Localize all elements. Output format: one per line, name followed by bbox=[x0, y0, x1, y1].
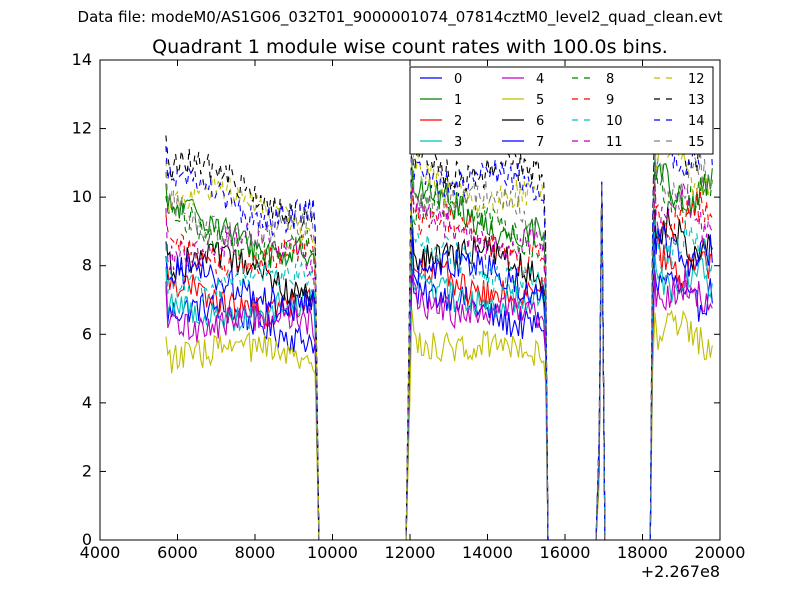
series-line-6 bbox=[165, 181, 713, 541]
legend-label: 7 bbox=[536, 135, 544, 150]
y-tick-label: 12 bbox=[72, 119, 92, 138]
y-tick-label: 4 bbox=[82, 393, 92, 412]
legend-label: 0 bbox=[454, 72, 462, 87]
plot-area bbox=[165, 100, 713, 541]
series-line-12 bbox=[165, 126, 713, 541]
legend-label: 11 bbox=[606, 135, 623, 150]
legend-label: 14 bbox=[688, 114, 705, 129]
legend-label: 13 bbox=[688, 93, 705, 108]
y-tick-label: 2 bbox=[82, 461, 92, 480]
legend-label: 9 bbox=[606, 93, 614, 108]
x-tick-label: 18000 bbox=[617, 543, 668, 562]
data-file-suptitle: Data file: modeM0/AS1G06_032T01_90000010… bbox=[77, 8, 723, 26]
legend-label: 8 bbox=[606, 72, 614, 87]
y-tick-label: 14 bbox=[72, 50, 92, 69]
x-tick-label: 6000 bbox=[157, 543, 198, 562]
x-tick-label: 12000 bbox=[385, 543, 436, 562]
series-line-7 bbox=[165, 181, 713, 541]
legend-label: 4 bbox=[536, 72, 544, 87]
series-line-1 bbox=[165, 159, 713, 541]
legend-label: 10 bbox=[606, 114, 623, 129]
series-line-2 bbox=[165, 182, 713, 541]
x-tick-label: 10000 bbox=[307, 543, 358, 562]
series-line-5 bbox=[165, 181, 713, 541]
x-tick-label: 16000 bbox=[540, 543, 591, 562]
x-tick-label: 4000 bbox=[80, 543, 121, 562]
series-line-8 bbox=[165, 158, 713, 541]
legend-label: 1 bbox=[454, 93, 462, 108]
legend-box bbox=[409, 66, 714, 155]
legend-label: 15 bbox=[688, 135, 705, 150]
y-tick-label: 10 bbox=[72, 187, 92, 206]
y-tick-label: 8 bbox=[82, 256, 92, 275]
legend-label: 6 bbox=[536, 114, 544, 129]
series-line-4 bbox=[165, 181, 713, 541]
axes: 4000 6000 8000 10000 12000 14000 16000 18000 200… bbox=[72, 50, 746, 562]
series-line-13 bbox=[165, 100, 713, 541]
series-line-15 bbox=[165, 142, 713, 541]
chart-title: Quadrant 1 module wise count rates with … bbox=[152, 36, 668, 58]
series-line-10 bbox=[165, 181, 713, 541]
x-tick-label: 20000 bbox=[695, 543, 746, 562]
series-line-3 bbox=[165, 181, 713, 541]
y-tick-label: 6 bbox=[82, 324, 92, 343]
series-line-14 bbox=[165, 113, 713, 541]
x-axis-offset-label: +2.267e8 bbox=[641, 562, 720, 581]
y-tick-label: 0 bbox=[82, 530, 92, 549]
series-line-9 bbox=[165, 181, 713, 541]
x-tick-label: 8000 bbox=[235, 543, 276, 562]
legend-label: 3 bbox=[454, 135, 462, 150]
legend-label: 12 bbox=[688, 72, 705, 87]
legend-label: 2 bbox=[454, 114, 462, 129]
x-tick-label: 14000 bbox=[462, 543, 513, 562]
series-line-0 bbox=[165, 182, 713, 541]
legend-label: 5 bbox=[536, 93, 544, 108]
